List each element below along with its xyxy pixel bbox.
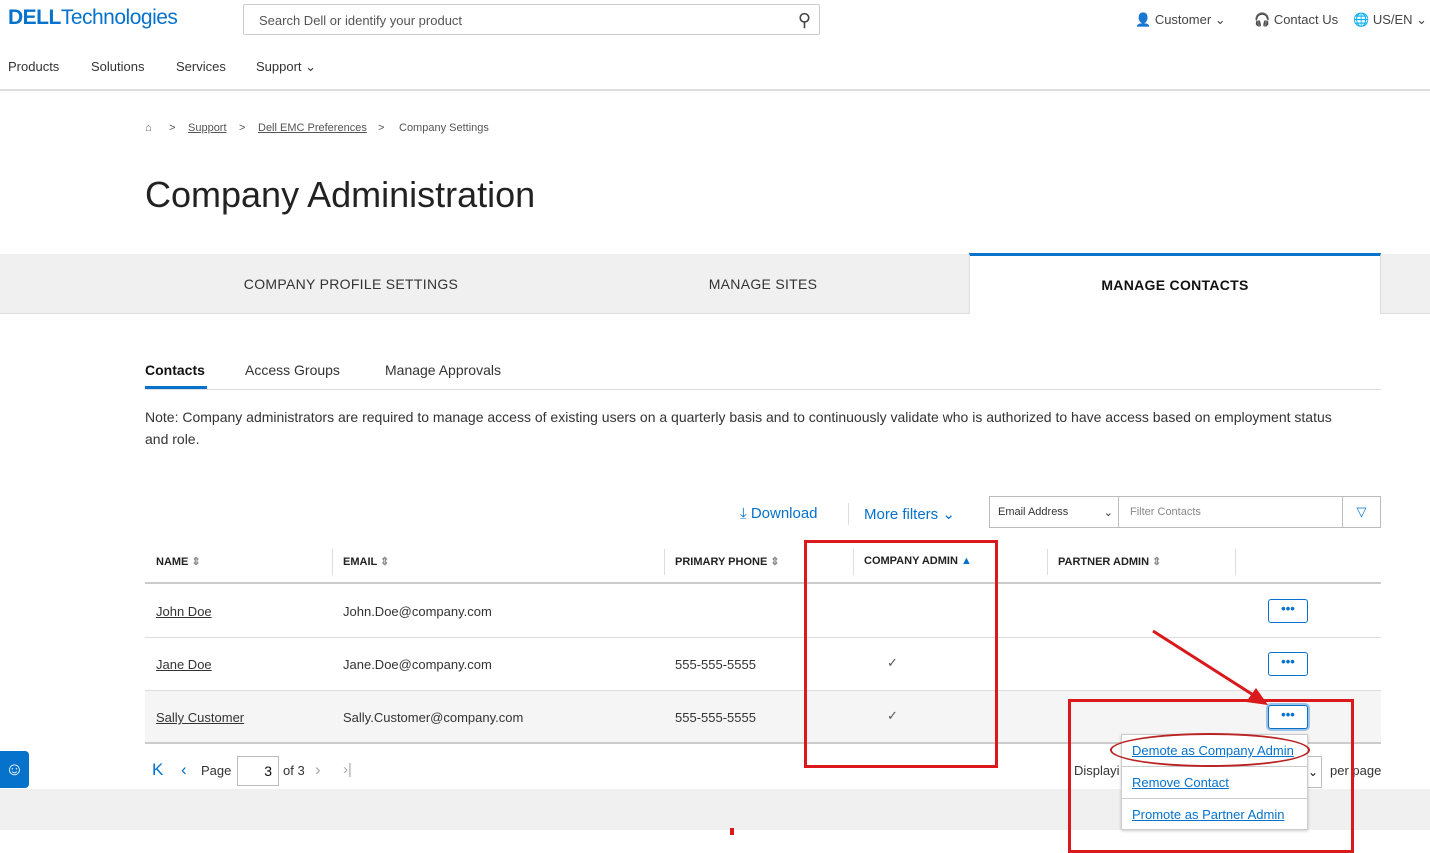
divider: [664, 549, 665, 575]
col-partner-admin[interactable]: PARTNER ADMIN ⇕: [1058, 556, 1162, 568]
divider: [145, 582, 1381, 584]
divider: [332, 549, 333, 575]
download-icon: ⤓: [740, 505, 747, 522]
menu-remove-contact[interactable]: Remove Contact: [1122, 767, 1307, 799]
breadcrumb-preferences[interactable]: Dell EMC Preferences: [258, 122, 367, 134]
nav-solutions[interactable]: Solutions: [91, 59, 145, 74]
first-page-icon[interactable]: K: [152, 760, 164, 779]
more-filters-button[interactable]: More filters ⌄: [864, 506, 955, 523]
divider: [853, 549, 854, 575]
active-subtab-indicator: [145, 386, 207, 389]
page-input[interactable]: 3: [237, 756, 279, 786]
search-input[interactable]: Search Dell or identify your product ⚲: [243, 4, 820, 35]
col-phone[interactable]: PRIMARY PHONE ⇕: [675, 556, 780, 568]
marker: [730, 828, 734, 835]
cookie-icon[interactable]: ☺: [0, 751, 29, 788]
filter-field-select[interactable]: Email Address ⌄: [989, 496, 1119, 528]
contact-email: Sally.Customer@company.com: [343, 710, 524, 725]
annotation-ellipse: [1110, 733, 1310, 767]
prev-page-icon[interactable]: ‹: [181, 760, 187, 779]
divider: [1047, 549, 1048, 575]
breadcrumb-support[interactable]: Support: [188, 122, 227, 134]
account-menu[interactable]: 👤 Customer ⌄: [1135, 12, 1226, 27]
annotation-arrow: [1152, 629, 1268, 705]
download-button[interactable]: ⤓ Download: [740, 505, 818, 522]
annotation-box: [804, 540, 998, 768]
page-title: Company Administration: [145, 174, 536, 215]
globe-icon: 🌐: [1353, 12, 1370, 27]
displaying-label: Displayi: [1074, 763, 1120, 778]
main-tabs: COMPANY PROFILE SETTINGS MANAGE SITES MA…: [0, 253, 1430, 314]
nav-support[interactable]: Support ⌄: [256, 59, 317, 74]
breadcrumb-current: Company Settings: [399, 122, 489, 134]
last-page-icon[interactable]: ›|: [343, 761, 352, 778]
row-actions-button[interactable]: •••: [1268, 599, 1308, 623]
contact-us-link[interactable]: 🎧 Contact Us: [1254, 12, 1339, 27]
headset-icon: 🎧: [1254, 12, 1271, 27]
contact-name-link[interactable]: John Doe: [156, 604, 212, 619]
annotation-box: [1068, 699, 1354, 853]
filter-icon[interactable]: ▽: [1342, 496, 1381, 528]
tab-manage-sites[interactable]: MANAGE SITES: [708, 276, 818, 292]
page-label: Page: [201, 763, 232, 778]
nav-products[interactable]: Products: [8, 59, 60, 74]
row-actions-button[interactable]: •••: [1268, 705, 1308, 729]
contact-name-link[interactable]: Jane Doe: [156, 657, 212, 672]
home-icon[interactable]: ⌂: [145, 122, 152, 134]
table-row: John Doe John.Doe@company.com •••: [145, 585, 1381, 638]
chevron-down-icon: ⌄: [1103, 507, 1113, 519]
page-count: of 3: [283, 763, 305, 778]
contact-phone: 555-555-5555: [675, 657, 756, 672]
col-name[interactable]: NAME ⇕: [156, 556, 201, 568]
check-icon: ✓: [887, 708, 898, 723]
menu-promote-partner-admin[interactable]: Promote as Partner Admin: [1132, 807, 1285, 822]
per-page-label: per page: [1330, 763, 1382, 778]
divider: [1235, 549, 1236, 575]
chevron-right-icon: >: [378, 122, 385, 134]
next-page-icon[interactable]: ›: [315, 760, 321, 779]
divider: [145, 389, 1381, 390]
locale-menu[interactable]: 🌐 US/EN ⌄: [1353, 12, 1428, 27]
col-email[interactable]: EMAIL ⇕: [343, 556, 390, 568]
subtab-contacts[interactable]: Contacts: [145, 362, 205, 378]
search-icon[interactable]: ⚲: [797, 10, 811, 30]
table-row: Jane Doe Jane.Doe@company.com 555-555-55…: [145, 638, 1381, 691]
divider: [848, 503, 849, 525]
dell-logo[interactable]: DELLTechnologies: [8, 6, 178, 29]
admin-note: Note: Company administrators are require…: [145, 409, 1332, 447]
subtab-access-groups[interactable]: Access Groups: [245, 362, 340, 378]
col-company-admin[interactable]: COMPANY ADMIN ▲: [864, 555, 972, 567]
divider: [0, 89, 1430, 91]
tab-company-profile[interactable]: COMPANY PROFILE SETTINGS: [243, 276, 459, 292]
chevron-right-icon: >: [239, 122, 246, 134]
row-actions-button[interactable]: •••: [1268, 652, 1308, 676]
chevron-right-icon: >: [169, 122, 176, 134]
contact-name-link[interactable]: Sally Customer: [156, 710, 245, 725]
contact-phone: 555-555-5555: [675, 710, 756, 725]
subtab-manage-approvals[interactable]: Manage Approvals: [385, 362, 501, 378]
per-page-select[interactable]: ⌄: [1300, 756, 1322, 788]
tab-manage-contacts[interactable]: MANAGE CONTACTS: [969, 253, 1381, 314]
check-icon: ✓: [887, 655, 898, 670]
contact-email: John.Doe@company.com: [343, 604, 492, 619]
contact-email: Jane.Doe@company.com: [343, 657, 492, 672]
filter-contacts-input[interactable]: Filter Contacts: [1118, 496, 1343, 528]
user-icon: 👤: [1135, 12, 1152, 27]
nav-services[interactable]: Services: [176, 59, 226, 74]
